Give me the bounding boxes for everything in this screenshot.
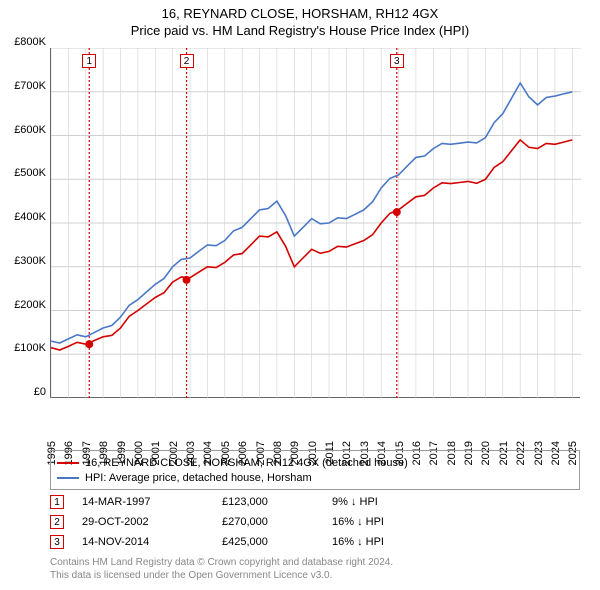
transaction-marker-box: 2 [50,515,64,529]
chart: £0£100K£200K£300K£400K£500K£600K£700K£80… [50,48,580,418]
footer-line2: This data is licensed under the Open Gov… [50,569,393,582]
y-tick-label: £200K [1,299,46,311]
legend-item: 16, REYNARD CLOSE, HORSHAM, RH12 4GX (de… [57,455,573,470]
footer-line1: Contains HM Land Registry data © Crown c… [50,556,393,569]
legend-item: HPI: Average price, detached house, Hors… [57,470,573,485]
transaction-row: 2 29-OCT-2002£270,00016% ↓ HPI [50,512,580,532]
transaction-price: £425,000 [222,536,332,548]
title-subtitle: Price paid vs. HM Land Registry's House … [0,23,600,38]
transaction-date: 14-NOV-2014 [82,536,222,548]
y-tick-label: £500K [1,167,46,179]
marker-box-1: 1 [82,54,96,68]
y-tick-label: £600K [1,124,46,136]
transaction-diff: 16% ↓ HPI [332,516,452,528]
y-tick-label: £300K [1,255,46,267]
transaction-marker-box: 3 [50,535,64,549]
y-tick-label: £800K [1,36,46,48]
y-tick-label: £0 [1,386,46,398]
legend: 16, REYNARD CLOSE, HORSHAM, RH12 4GX (de… [50,450,580,490]
legend-swatch [57,477,79,479]
plot-area: 1 2 3 [50,48,580,398]
transactions-table: 1 14-MAR-1997£123,0009% ↓ HPI 2 29-OCT-2002… [50,492,580,552]
y-axis-labels: £0£100K£200K£300K£400K£500K£600K£700K£80… [3,42,48,402]
x-axis-labels: 1995199619971998199920002001200220032004… [50,403,580,423]
y-tick-label: £700K [1,80,46,92]
transaction-price: £123,000 [222,496,332,508]
transaction-diff: 9% ↓ HPI [332,496,452,508]
transaction-date: 14-MAR-1997 [82,496,222,508]
marker-box-3: 3 [390,54,404,68]
legend-label: HPI: Average price, detached house, Hors… [85,472,312,484]
titles: 16, REYNARD CLOSE, HORSHAM, RH12 4GX Pri… [0,0,600,38]
title-address: 16, REYNARD CLOSE, HORSHAM, RH12 4GX [0,6,600,21]
y-tick-label: £400K [1,211,46,223]
legend-swatch [57,462,79,464]
transaction-diff: 16% ↓ HPI [332,536,452,548]
y-tick-label: £100K [1,342,46,354]
transaction-marker-box: 1 [50,495,64,509]
marker-dot-1 [85,340,93,348]
legend-label: 16, REYNARD CLOSE, HORSHAM, RH12 4GX (de… [85,457,408,469]
transaction-row: 1 14-MAR-1997£123,0009% ↓ HPI [50,492,580,512]
footer: Contains HM Land Registry data © Crown c… [50,556,393,582]
transaction-price: £270,000 [222,516,332,528]
marker-dot-2 [183,276,191,284]
transaction-date: 29-OCT-2002 [82,516,222,528]
transaction-row: 3 14-NOV-2014£425,00016% ↓ HPI [50,532,580,552]
page: 16, REYNARD CLOSE, HORSHAM, RH12 4GX Pri… [0,0,600,590]
marker-dot-3 [393,208,401,216]
marker-box-2: 2 [180,54,194,68]
chart-svg [51,48,581,398]
